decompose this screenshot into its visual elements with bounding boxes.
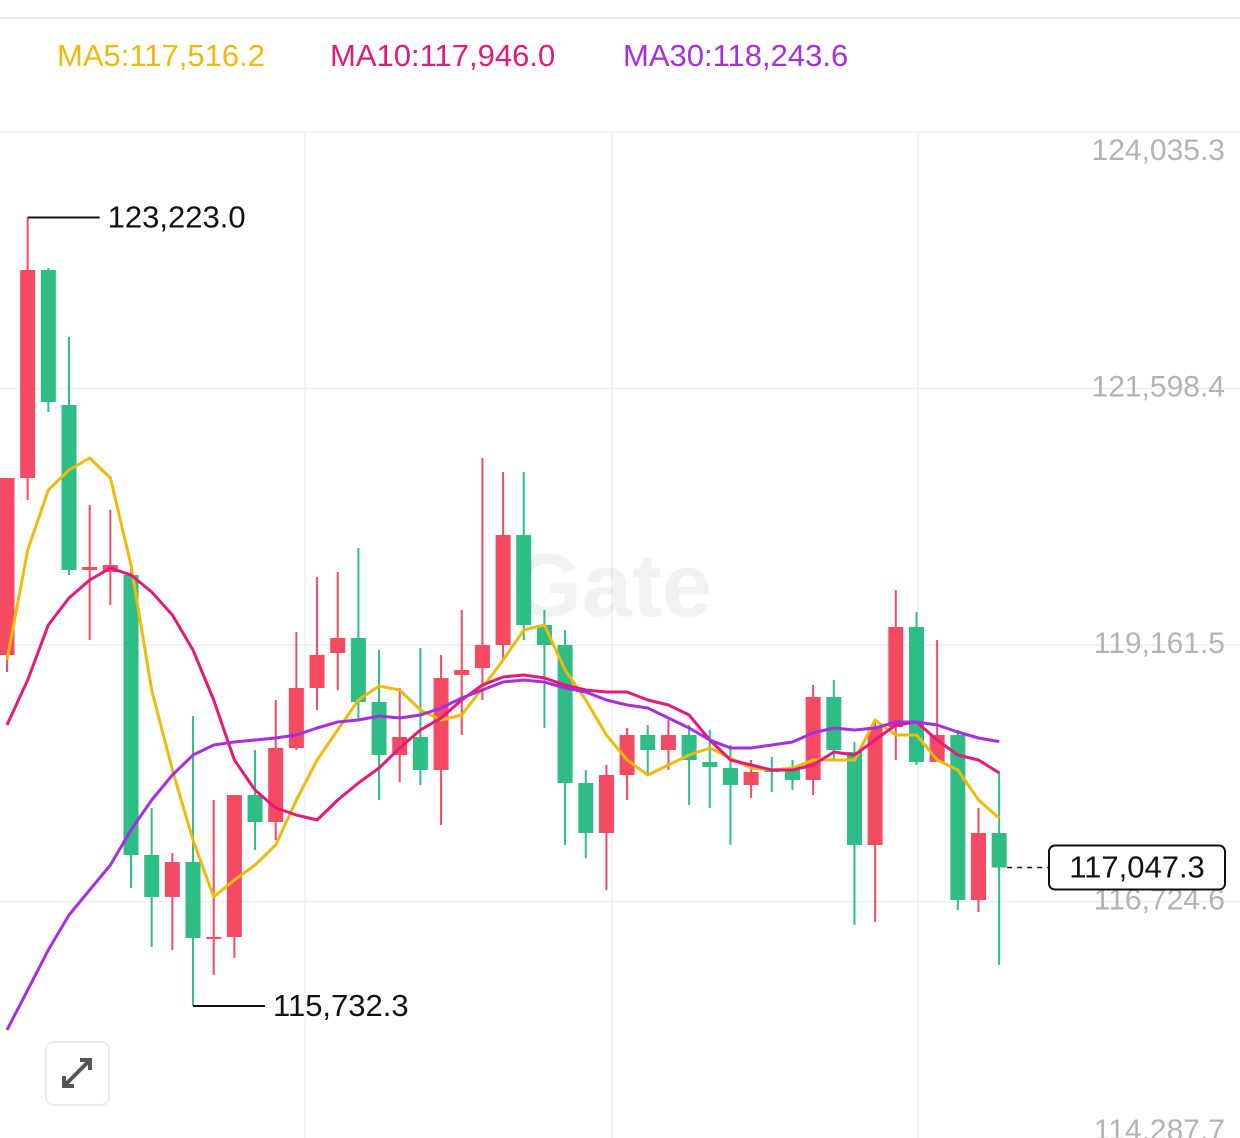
candle-body [164, 861, 180, 897]
candle-body [702, 761, 718, 767]
candle-body [495, 535, 511, 645]
candle-body [846, 751, 862, 845]
legend-entry: MA10:117,946.0 [330, 38, 555, 73]
candle-body [350, 638, 366, 702]
annotation-label: 123,223.0 [108, 200, 246, 235]
candle-body [516, 535, 532, 626]
y-tick-label: 114,287.7 [1094, 1114, 1225, 1138]
candle-body [950, 734, 966, 900]
annotation-label: 115,732.3 [273, 988, 409, 1023]
candle-body [557, 645, 573, 783]
candle-body [288, 687, 304, 748]
ma-line [5, 678, 1000, 1031]
candle-body [433, 677, 449, 770]
candle-body [743, 771, 759, 785]
candle-body [970, 832, 986, 900]
expand-icon[interactable] [62, 1058, 92, 1088]
legend-entry: MA30:118,243.6 [623, 38, 848, 73]
candle-body [82, 567, 98, 571]
y-tick-label: 121,598.4 [1092, 370, 1225, 403]
candle-body [247, 794, 263, 822]
candle-body [722, 767, 738, 785]
expand-button[interactable] [45, 1041, 110, 1106]
candle-body [454, 669, 470, 675]
candle-body [206, 936, 222, 939]
candle-body [826, 696, 842, 750]
candle-body [371, 701, 387, 755]
candle-body [784, 767, 800, 780]
last-price-box [1048, 844, 1226, 891]
candle-body [867, 726, 883, 845]
candle-body [185, 861, 201, 938]
ma-line [5, 456, 1001, 899]
candle-body [660, 734, 676, 750]
candle-body [888, 627, 904, 727]
candle-body [61, 405, 77, 571]
candle-body [40, 270, 56, 403]
candle-body [578, 782, 594, 833]
candle-body [619, 734, 635, 775]
y-tick-label: 119,161.5 [1094, 627, 1225, 660]
candle-body [0, 478, 15, 655]
candle-body [474, 645, 490, 668]
legend-entry: MA5:117,516.2 [57, 38, 265, 73]
candle-body [20, 270, 36, 479]
last-price-label: 117,047.3 [1069, 850, 1205, 885]
y-tick-label: 124,035.3 [1092, 134, 1225, 167]
ma-line [5, 566, 1000, 822]
watermark: Gate [512, 536, 712, 636]
candle-body [144, 854, 160, 897]
candle-body [412, 736, 428, 770]
candle-body [598, 774, 614, 833]
candle-body [123, 575, 139, 855]
candle-body [908, 627, 924, 762]
candle-body [640, 734, 656, 750]
candle-body [991, 832, 1007, 868]
candle-body [226, 794, 242, 937]
candle-body [330, 638, 346, 653]
candle-body [309, 654, 325, 688]
